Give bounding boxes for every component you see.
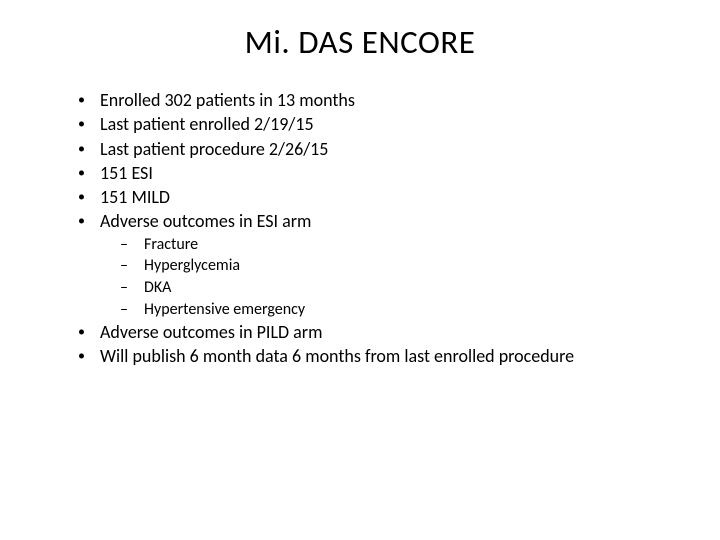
sub-bullet-list: – Fracture – Hyperglycemia – DKA – Hyper… (78, 234, 670, 320)
slide-body: • Enrolled 302 patients in 13 months • L… (50, 88, 670, 369)
bullet-text: Adverse outcomes in ESI arm (100, 209, 670, 233)
bullet-item: • Adverse outcomes in PILD arm (78, 320, 670, 344)
bullet-icon: • (78, 88, 100, 110)
bullet-item: • Last patient procedure 2/26/15 (78, 137, 670, 161)
bullet-icon: • (78, 161, 100, 183)
bullet-text: Last patient procedure 2/26/15 (100, 137, 670, 161)
sub-bullet-item: – Hypertensive emergency (120, 299, 670, 321)
bullet-icon: • (78, 185, 100, 207)
bullet-icon: • (78, 137, 100, 159)
sub-bullet-text: Hyperglycemia (144, 255, 670, 277)
bullet-item: • Adverse outcomes in ESI arm (78, 209, 670, 233)
dash-icon: – (120, 299, 144, 321)
bullet-icon: • (78, 344, 100, 366)
sub-bullet-item: – Fracture (120, 234, 670, 256)
sub-bullet-text: Fracture (144, 234, 670, 256)
bullet-text: Adverse outcomes in PILD arm (100, 320, 670, 344)
dash-icon: – (120, 255, 144, 277)
bullet-item: • Enrolled 302 patients in 13 months (78, 88, 670, 112)
bullet-text: Last patient enrolled 2/19/15 (100, 112, 670, 136)
sub-bullet-text: Hypertensive emergency (144, 299, 670, 321)
slide: Mi. DAS ENCORE • Enrolled 302 patients i… (0, 0, 720, 540)
bullet-text: Will publish 6 month data 6 months from … (100, 344, 670, 368)
bullet-icon: • (78, 209, 100, 231)
bullet-item: • 151 ESI (78, 161, 670, 185)
sub-bullet-text: DKA (144, 277, 670, 299)
bullet-item: • Last patient enrolled 2/19/15 (78, 112, 670, 136)
bullet-item: • 151 MILD (78, 185, 670, 209)
bullet-item: • Will publish 6 month data 6 months fro… (78, 344, 670, 368)
sub-bullet-item: – DKA (120, 277, 670, 299)
bullet-icon: • (78, 112, 100, 134)
bullet-icon: • (78, 320, 100, 342)
bullet-text: 151 ESI (100, 161, 670, 185)
sub-bullet-item: – Hyperglycemia (120, 255, 670, 277)
bullet-text: 151 MILD (100, 185, 670, 209)
bullet-text: Enrolled 302 patients in 13 months (100, 88, 670, 112)
dash-icon: – (120, 234, 144, 256)
dash-icon: – (120, 277, 144, 299)
slide-title: Mi. DAS ENCORE (50, 22, 670, 62)
